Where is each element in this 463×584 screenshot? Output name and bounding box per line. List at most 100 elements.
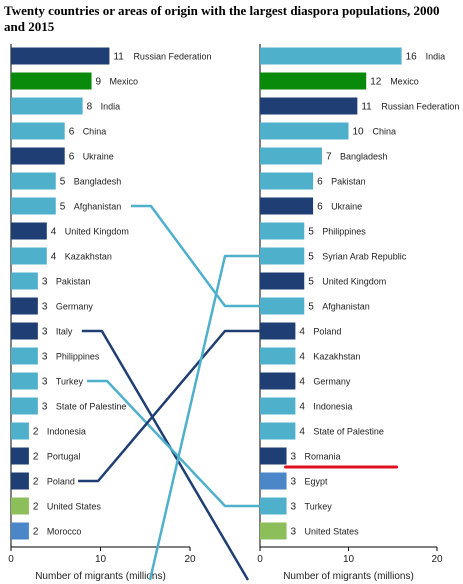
right-value-label: 5	[308, 252, 314, 263]
right-category-label: Afghanistan	[322, 302, 370, 312]
right-category-label: Syrian Arab Republic	[322, 252, 407, 262]
left-bar-turkey	[11, 372, 38, 390]
right-bar-syrian-arab-republic	[260, 247, 305, 265]
left-bar-row-mexico: 9 Mexico	[11, 72, 139, 90]
left-bar-row-russian-federation: 11 Russian Federation	[11, 47, 211, 65]
left-bar-mexico	[11, 72, 92, 90]
right-bar-row-kazakhstan: 4 Kazakhstan	[260, 347, 360, 365]
right-value-label: 4	[299, 427, 305, 438]
left-bar-india	[11, 97, 83, 115]
right-bar-row-afghanistan: 5 Afghanistan	[260, 297, 370, 315]
connector-italy	[81, 329, 250, 581]
left-bar-indonesia	[11, 422, 29, 440]
right-bar-kazakhstan	[260, 347, 296, 365]
left-category-label: Turkey	[56, 377, 84, 387]
right-value-label: 4	[299, 402, 305, 413]
right-category-label: Ukraine	[331, 202, 362, 212]
right-bar-row-poland: 4 Poland	[260, 322, 341, 340]
left-bar-row-portugal: 2 Portugal	[11, 447, 81, 465]
right-category-label: State of Palestine	[313, 427, 384, 437]
right-bar-ukraine	[260, 197, 314, 215]
left-bar-ukraine	[11, 147, 65, 165]
left-value-label: 2	[33, 427, 39, 438]
right-bar-turkey	[260, 497, 287, 515]
left-panel: 0 10 20 Number of migrants (millions) 11 Russ…	[8, 44, 211, 582]
left-value-label: 5	[60, 177, 66, 188]
right-value-label: 6	[317, 202, 323, 213]
left-bar-afghanistan	[11, 197, 56, 215]
left-value-label: 3	[42, 352, 48, 363]
left-bar-row-kazakhstan: 4 Kazakhstan	[11, 247, 112, 265]
right-bar-china	[260, 122, 349, 140]
right-bar-russian-federation	[260, 97, 358, 115]
left-value-label: 2	[33, 527, 39, 538]
left-bar-row-ukraine: 6 Ukraine	[11, 147, 114, 165]
right-bar-row-china: 10 China	[260, 122, 397, 140]
right-category-label: Poland	[313, 327, 341, 337]
right-category-label: United Kingdom	[322, 277, 386, 287]
left-category-label: Portugal	[47, 452, 81, 462]
left-bar-state-of-palestine	[11, 397, 38, 415]
right-category-label: Romania	[305, 452, 341, 462]
left-value-label: 9	[96, 77, 102, 88]
left-category-label: China	[83, 127, 107, 137]
right-bar-row-philippines: 5 Philippines	[260, 222, 366, 240]
left-value-label: 3	[42, 277, 48, 288]
left-bar-row-afghanistan: 5 Afghanistan	[11, 197, 121, 215]
left-bar-italy	[11, 322, 38, 340]
right-bar-row-india: 16 India	[260, 47, 445, 65]
right-bar-row-turkey: 3 Turkey	[260, 497, 333, 515]
right-bar-indonesia	[260, 397, 296, 415]
right-value-label: 11	[361, 102, 372, 113]
left-bar-row-united-states: 2 United States	[11, 497, 101, 515]
right-bar-egypt	[260, 472, 287, 490]
left-value-label: 8	[87, 102, 93, 113]
right-value-label: 12	[370, 77, 382, 88]
left-category-label: State of Palestine	[56, 402, 127, 412]
left-bar-row-italy: 3 Italy	[11, 322, 73, 340]
left-bar-bangladesh	[11, 172, 56, 190]
left-category-label: Poland	[47, 477, 75, 487]
left-value-label: 4	[51, 227, 57, 238]
right-bar-row-syrian-arab-republic: 5 Syrian Arab Republic	[260, 247, 407, 265]
right-bar-row-indonesia: 4 Indonesia	[260, 397, 352, 415]
left-bar-row-germany: 3 Germany	[11, 297, 93, 315]
right-value-label: 3	[291, 502, 297, 513]
left-bar-row-pakistan: 3 Pakistan	[11, 272, 91, 290]
right-bar-row-united-states: 3 United States	[260, 522, 359, 540]
left-bar-row-philippines: 3 Philippines	[11, 347, 100, 365]
left-category-label: Pakistan	[56, 277, 91, 287]
connector-turkey	[87, 379, 260, 508]
right-value-label: 5	[308, 277, 314, 288]
connector-poland	[78, 329, 260, 483]
left-category-label: Philippines	[56, 352, 100, 362]
right-bar-state-of-palestine	[260, 422, 296, 440]
right-value-label: 7	[326, 152, 332, 163]
right-x-tick-label: 0	[257, 554, 263, 565]
right-value-label: 3	[291, 477, 297, 488]
left-bar-row-poland: 2 Poland	[11, 472, 75, 490]
right-bar-poland	[260, 322, 296, 340]
left-value-label: 3	[42, 327, 48, 338]
left-bar-row-indonesia: 2 Indonesia	[11, 422, 86, 440]
left-bar-united-states	[11, 497, 29, 515]
left-value-label: 6	[69, 127, 75, 138]
right-category-label: Turkey	[305, 502, 333, 512]
left-bar-philippines	[11, 347, 38, 365]
left-x-tick-label: 0	[8, 554, 14, 565]
right-category-label: China	[373, 127, 397, 137]
connector-syrian-arab-republic	[148, 254, 260, 581]
left-category-label: Mexico	[110, 77, 139, 87]
left-category-label: Kazakhstan	[65, 252, 112, 262]
right-value-label: 3	[291, 527, 297, 538]
right-bar-row-romania: 3 Romania	[260, 447, 399, 469]
left-bar-pakistan	[11, 272, 38, 290]
connector-afghanistan	[130, 204, 260, 308]
left-value-label: 3	[42, 302, 48, 313]
left-bar-morocco	[11, 522, 29, 540]
left-bar-row-united-kingdom: 4 United Kingdom	[11, 222, 129, 240]
left-bar-row-india: 8 India	[11, 97, 120, 115]
right-value-label: 5	[308, 227, 314, 238]
right-category-label: Egypt	[305, 477, 329, 487]
right-bar-united-states	[260, 522, 287, 540]
